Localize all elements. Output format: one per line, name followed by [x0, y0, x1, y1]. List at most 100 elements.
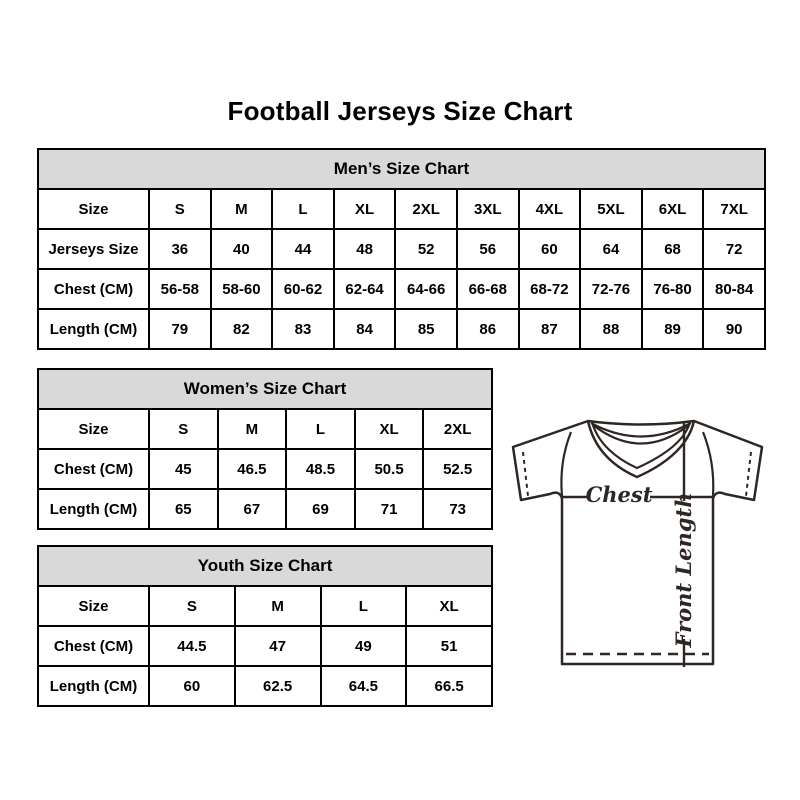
table-title: Women’s Size Chart	[37, 368, 493, 410]
table-cell: 47	[233, 625, 322, 667]
collar-back-arc-1	[590, 422, 692, 438]
table-cell: 44	[271, 228, 335, 270]
table-cell: 64-66	[394, 268, 458, 310]
table-cell: 44.5	[148, 625, 236, 667]
row-label: Length (CM)	[37, 665, 150, 707]
collar-back-arc-2	[592, 424, 690, 445]
table-cell: 48	[332, 228, 397, 270]
table-cell: 80-84	[702, 268, 766, 310]
table-cell: 84	[332, 308, 397, 350]
table-cell: 66-68	[455, 268, 520, 310]
row-label: Length (CM)	[37, 488, 150, 530]
table-cell: 90	[702, 308, 766, 350]
table-row: Chest (CM) 45 46.5 48.5 50.5 52.5	[37, 448, 493, 490]
table-cell: XL	[405, 585, 493, 627]
table-cell: 2XL	[394, 188, 458, 230]
row-label: Chest (CM)	[37, 625, 150, 667]
table-cell: 69	[285, 488, 356, 530]
table-cell: 56-58	[148, 268, 212, 310]
table-cell: 72	[702, 228, 766, 270]
womens-size-chart-table: Women’s Size Chart Size S M L XL 2XL Chest (CM)…	[37, 368, 493, 530]
table-cell: 68-72	[517, 268, 582, 310]
table-cell: 46.5	[216, 448, 288, 490]
table-cell: 73	[422, 488, 493, 530]
table-cell: 83	[271, 308, 335, 350]
table-cell: 5XL	[579, 188, 643, 230]
row-label: Chest (CM)	[37, 268, 150, 310]
table-cell: M	[209, 188, 274, 230]
table-cell: 71	[353, 488, 425, 530]
table-row: Chest (CM) 56-58 58-60 60-62 62-64 64-66 66-68…	[37, 268, 766, 310]
table-cell: 60-62	[271, 268, 335, 310]
table-title: Men’s Size Chart	[37, 148, 766, 190]
table-cell: S	[148, 408, 219, 450]
table-cell: 86	[455, 308, 520, 350]
jersey-outline-shape	[511, 419, 764, 666]
jersey-measurement-diagram: Chest Front Length	[511, 419, 764, 667]
table-cell: 64.5	[319, 665, 408, 707]
table-cell: 88	[579, 308, 643, 350]
table-row: Length (CM) 60 62.5 64.5 66.5	[37, 665, 493, 707]
table-cell: 76-80	[640, 268, 705, 310]
table-cell: L	[285, 408, 356, 450]
table-cell: M	[216, 408, 288, 450]
table-cell: 4XL	[517, 188, 582, 230]
table-row: Chest (CM) 44.5 47 49 51	[37, 625, 493, 667]
table-cell: S	[148, 188, 212, 230]
table-cell: 66.5	[405, 665, 493, 707]
table-cell: 62-64	[332, 268, 397, 310]
table-cell: 49	[319, 625, 408, 667]
table-cell: 7XL	[702, 188, 766, 230]
table-cell: 87	[517, 308, 582, 350]
table-title: Youth Size Chart	[37, 545, 493, 587]
page-title: Football Jerseys Size Chart	[227, 96, 573, 126]
table-cell: 6XL	[640, 188, 705, 230]
table-cell: 40	[209, 228, 274, 270]
table-cell: 48.5	[285, 448, 356, 490]
table-row: Size S M L XL 2XL	[37, 408, 493, 450]
table-cell: 2XL	[422, 408, 493, 450]
table-cell: 67	[216, 488, 288, 530]
row-label: Size	[37, 585, 150, 627]
table-cell: 56	[455, 228, 520, 270]
row-label: Length (CM)	[37, 308, 150, 350]
table-cell: 60	[148, 665, 236, 707]
table-cell: 79	[148, 308, 212, 350]
table-cell: 51	[405, 625, 493, 667]
table-cell: 3XL	[455, 188, 520, 230]
table-cell: 62.5	[233, 665, 322, 707]
table-cell: XL	[353, 408, 425, 450]
table-cell: M	[233, 585, 322, 627]
table-cell: XL	[332, 188, 397, 230]
chest-label: Chest	[586, 482, 653, 507]
table-cell: 85	[394, 308, 458, 350]
mens-size-chart-table: Men’s Size Chart Size S M L XL 2XL 3XL 4XL 5XL 6XL…	[37, 148, 766, 350]
table-row: Jerseys Size 36 40 44 48 52 56 60 64 68 72	[37, 228, 766, 270]
table-cell: 82	[209, 308, 274, 350]
table-cell: 60	[517, 228, 582, 270]
table-cell: L	[271, 188, 335, 230]
table-cell: 68	[640, 228, 705, 270]
table-cell: 72-76	[579, 268, 643, 310]
row-label: Size	[37, 408, 150, 450]
table-cell: 89	[640, 308, 705, 350]
table-row: Length (CM) 79 82 83 84 85 86 87 88 89 90	[37, 308, 766, 350]
table-cell: L	[319, 585, 408, 627]
row-label: Jerseys Size	[37, 228, 150, 270]
table-cell: 50.5	[353, 448, 425, 490]
table-cell: 58-60	[209, 268, 274, 310]
youth-size-chart-table: Youth Size Chart Size S M L XL Chest (CM) 44.5 4…	[37, 545, 493, 707]
table-row: Size S M L XL 2XL 3XL 4XL 5XL 6XL 7XL	[37, 188, 766, 230]
table-cell: 52.5	[422, 448, 493, 490]
table-cell: S	[148, 585, 236, 627]
right-sleeve-seam	[701, 431, 715, 497]
row-label: Size	[37, 188, 150, 230]
left-sleeve-seam	[560, 431, 573, 497]
table-cell: 45	[148, 448, 219, 490]
table-cell: 64	[579, 228, 643, 270]
front-length-label-backplate	[667, 501, 696, 639]
table-cell: 52	[394, 228, 458, 270]
collar-v-inner	[590, 421, 692, 470]
chest-label-backplate	[588, 485, 650, 505]
